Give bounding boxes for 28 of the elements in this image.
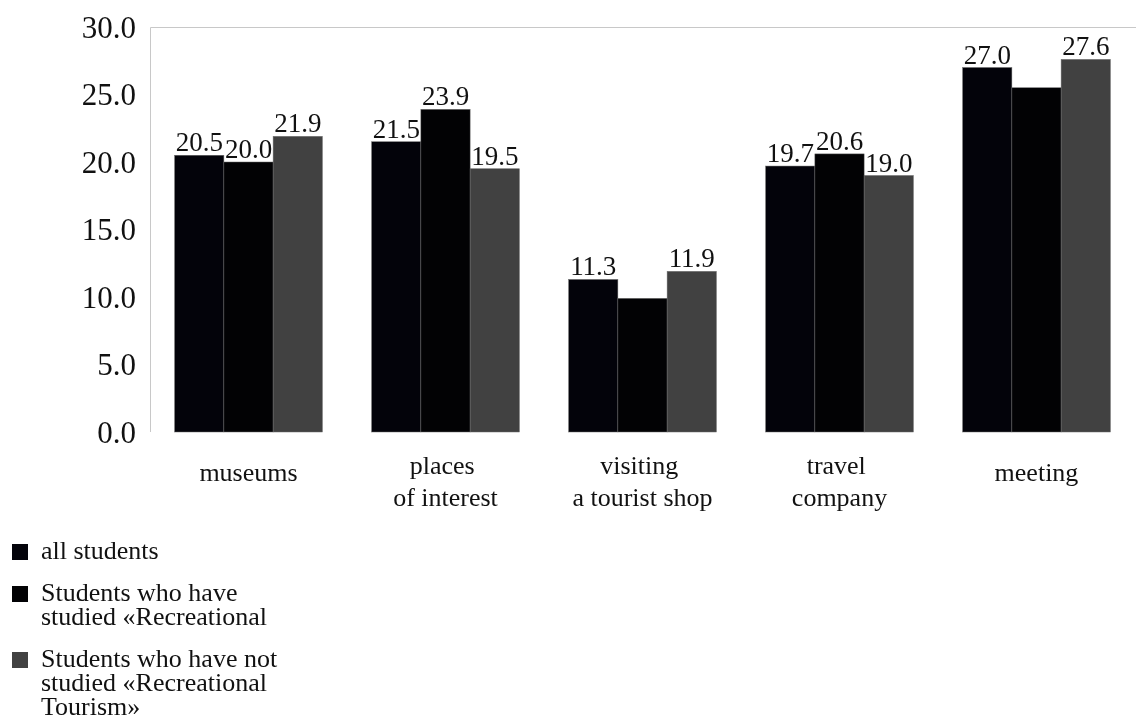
data-label: 23.9	[421, 81, 470, 112]
legend-label: all students	[41, 535, 159, 565]
data-label: 27.6	[1062, 31, 1110, 62]
data-label: 19.7	[766, 138, 814, 169]
y-tick-label: 5.0	[97, 347, 136, 382]
legend-label: Students who have studied «Recreational	[41, 577, 267, 631]
data-label: 20.0	[224, 134, 273, 164]
x-tick-label: visiting a tourist shop	[572, 450, 713, 512]
data-label: 19.5	[471, 140, 519, 171]
data-label: 11.9	[668, 243, 715, 274]
y-tick-label: 0.0	[97, 414, 136, 450]
x-tick-label: museums	[199, 457, 298, 487]
data-label: 19.0	[865, 147, 913, 178]
data-label: 20.6	[815, 125, 864, 156]
x-tick-label: travel company	[791, 450, 888, 512]
data-label: 11.3	[570, 251, 617, 282]
data-label: 21.5	[372, 113, 420, 144]
data-label: 21.9	[274, 108, 322, 139]
data-label: 20.5	[175, 127, 223, 158]
y-tick-label: 10.0	[81, 279, 136, 315]
y-tick-label: 15.0	[81, 212, 136, 247]
y-tick-label: 20.0	[81, 144, 136, 180]
y-tick-label: 30.0	[81, 9, 136, 45]
legend-label: Students who have not studied «Recreational Tourism»	[41, 643, 284, 721]
data-label: 27.0	[963, 39, 1011, 70]
y-tick-label: 25.0	[81, 77, 136, 112]
x-tick-label: meeting	[994, 457, 1079, 487]
x-tick-label: places of interest	[393, 450, 499, 512]
